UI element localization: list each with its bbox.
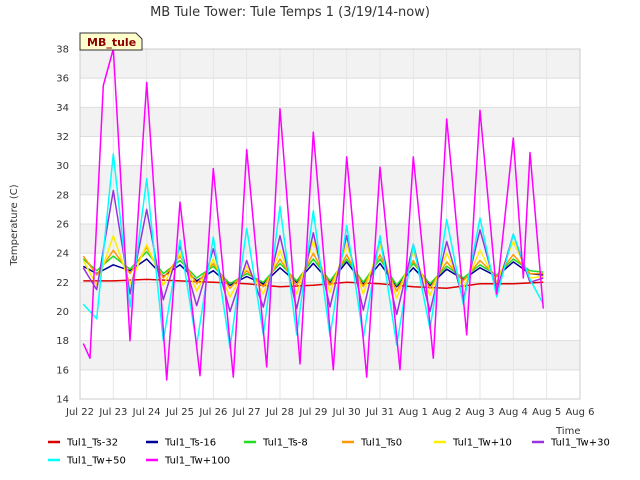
x-tick-label: Aug 6 <box>565 407 594 418</box>
legend-label: Tul1_Tw+10 <box>452 438 512 449</box>
y-tick-label: 38 <box>56 45 69 56</box>
y-tick-label: 26 <box>56 220 69 231</box>
legend-label: Tul1_Tw+30 <box>550 438 610 449</box>
x-tick-label: Jul 29 <box>298 407 327 418</box>
y-ticks: 14 16 18 20 22 24 26 28 30 32 34 36 38 <box>56 45 69 406</box>
plot-band <box>80 224 580 254</box>
plot-frame <box>79 48 581 400</box>
series-line <box>82 153 544 349</box>
x-tick-label: Jul 23 <box>98 407 127 418</box>
plot-band <box>80 165 580 195</box>
legend-label: Tul1_Ts-16 <box>164 438 216 449</box>
plot-band <box>80 194 580 224</box>
x-tick-label: Jul 24 <box>132 407 161 418</box>
x-tick-label: Jul 28 <box>265 407 294 418</box>
series-line <box>82 48 545 381</box>
y-tick-label: 22 <box>56 278 69 289</box>
x-tick-label: Jul 22 <box>65 407 94 418</box>
x-tick-label: Jul 25 <box>165 407 194 418</box>
plot-band <box>80 78 580 108</box>
x-tick-label: Aug 3 <box>465 407 494 418</box>
x-ticks: Jul 22 Jul 23 Jul 24 Jul 25 Jul 26 Jul 27 Jul … <box>65 407 595 418</box>
x-tick-label: Jul 31 <box>365 407 394 418</box>
legend-label: Tul1_Tw+100 <box>164 456 230 467</box>
y-tick-label: 32 <box>56 132 69 143</box>
x-axis-label: Time <box>555 426 580 437</box>
plot-band <box>80 49 580 79</box>
y-tick-label: 16 <box>56 365 69 376</box>
legend-label: Tul1_Ts-32 <box>66 438 118 449</box>
station-tag-label: MB_tule <box>87 36 136 49</box>
plot-band <box>80 340 580 370</box>
x-tick-label: Aug 2 <box>432 407 461 418</box>
x-tick-label: Aug 1 <box>399 407 428 418</box>
x-tick-label: Jul 30 <box>332 407 361 418</box>
x-tick-label: Jul 26 <box>198 407 227 418</box>
legend-label: Tul1_Ts0 <box>360 438 402 449</box>
legend: Tul1_Ts-32 Tul1_Ts-16 Tul1_Ts-8 Tul1_Ts0 Tul… <box>48 438 610 467</box>
station-tag: MB_tule <box>79 32 143 51</box>
y-tick-label: 20 <box>56 307 69 318</box>
y-tick-label: 18 <box>56 336 69 347</box>
plot-band <box>80 136 580 166</box>
x-tick-label: Jul 27 <box>232 407 261 418</box>
x-tick-label: Aug 4 <box>499 407 528 418</box>
plot-band <box>80 107 580 137</box>
y-tick-label: 34 <box>56 103 69 114</box>
y-tick-label: 14 <box>56 395 69 406</box>
legend-label: Tul1_Tw+50 <box>66 456 126 467</box>
plot-band <box>80 369 580 399</box>
y-tick-label: 30 <box>56 161 69 172</box>
y-axis-label: Temperature (C) <box>9 184 20 266</box>
chart-title: MB Tule Tower: Tule Temps 1 (3/19/14-now… <box>150 5 430 20</box>
y-tick-label: 24 <box>56 249 69 260</box>
x-tick-label: Aug 5 <box>532 407 561 418</box>
legend-label: Tul1_Ts-8 <box>262 438 308 449</box>
y-tick-label: 36 <box>56 74 69 85</box>
y-tick-label: 28 <box>56 190 69 201</box>
station-tag-shape <box>79 32 143 51</box>
series-lines <box>82 48 545 381</box>
